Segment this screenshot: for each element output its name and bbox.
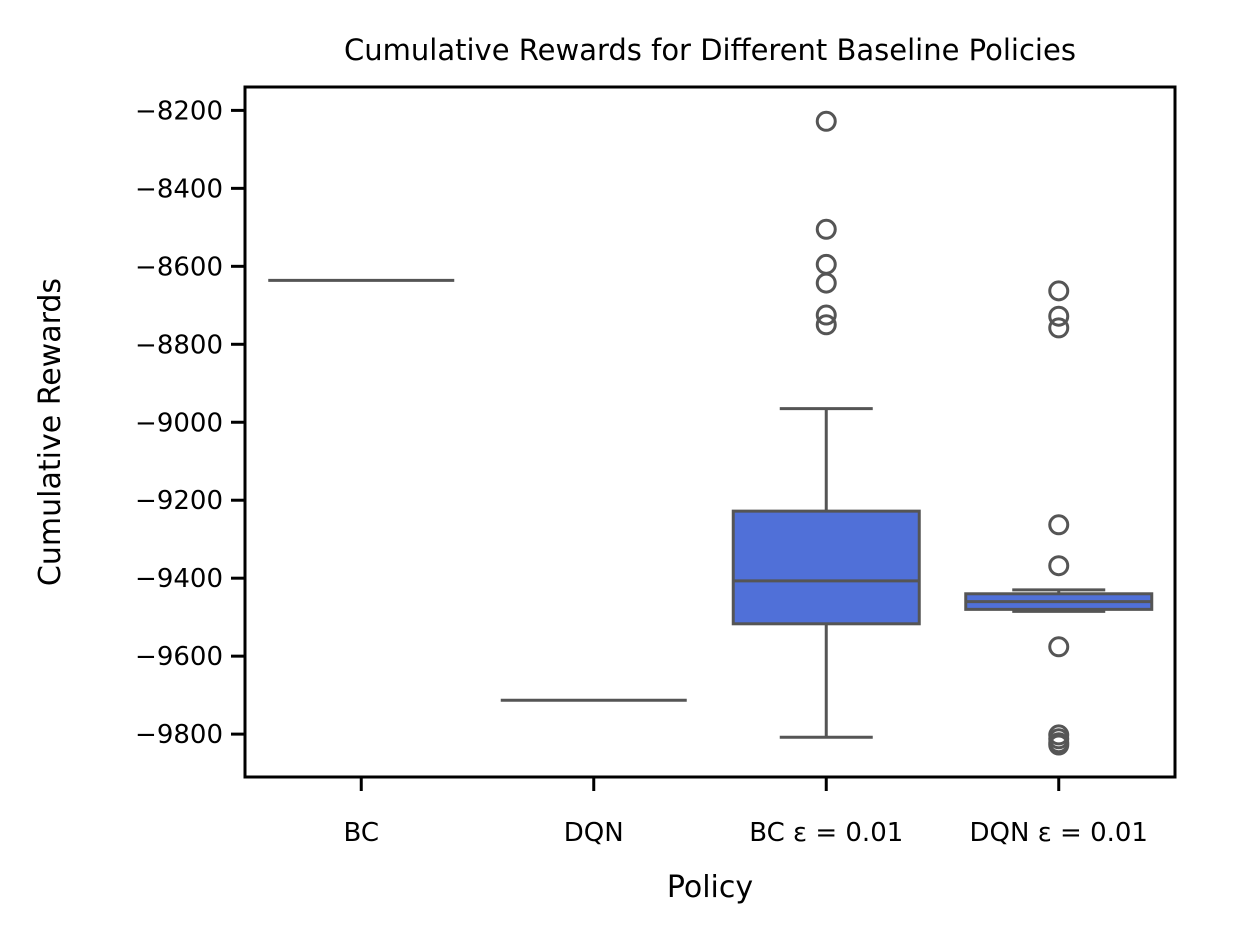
outlier-point	[1048, 734, 1070, 756]
outlier-point	[1048, 636, 1070, 658]
outlier-point	[1048, 555, 1070, 577]
y-tick-label: −8400	[135, 174, 223, 204]
chart-title: Cumulative Rewards for Different Baselin…	[344, 33, 1076, 67]
y-axis: −8200 −8400 −8600 −8800 −9000 −9200 −9400 −9600…	[135, 96, 245, 750]
outlier-point	[1048, 280, 1070, 302]
x-axis-title: Policy	[667, 870, 753, 905]
y-tick-label: −8200	[135, 96, 223, 126]
x-tick-label: BC	[343, 818, 379, 848]
y-tick-label: −9000	[135, 408, 223, 438]
y-tick-label: −9800	[135, 720, 223, 750]
outlier-point	[815, 110, 837, 132]
box-group	[731, 110, 921, 739]
outlier-point	[1048, 305, 1070, 327]
outlier-point	[815, 218, 837, 240]
x-tick-label: BC ε = 0.01	[749, 818, 903, 848]
y-tick-label: −8800	[135, 330, 223, 360]
x-tick-label: DQN ε = 0.01	[970, 818, 1148, 848]
y-tick-label: −8600	[135, 252, 223, 282]
box-group	[964, 280, 1154, 756]
outlier-point	[815, 272, 837, 294]
outlier-point	[815, 253, 837, 275]
outlier-point	[815, 314, 837, 336]
y-tick-label: −9200	[135, 486, 223, 516]
plot-frame	[243, 85, 1177, 779]
outlier-point	[1048, 317, 1070, 339]
x-axis: BC DQN BC ε = 0.01 DQN ε = 0.01	[343, 777, 1148, 848]
y-tick-label: −9600	[135, 642, 223, 672]
x-tick-label: DQN	[564, 818, 624, 848]
box	[731, 509, 921, 626]
y-axis-title: Cumulative Rewards	[33, 278, 68, 586]
plot-area	[268, 110, 1154, 756]
y-tick-label: −9400	[135, 564, 223, 594]
outlier-point	[1048, 514, 1070, 536]
outlier-point	[815, 304, 837, 326]
